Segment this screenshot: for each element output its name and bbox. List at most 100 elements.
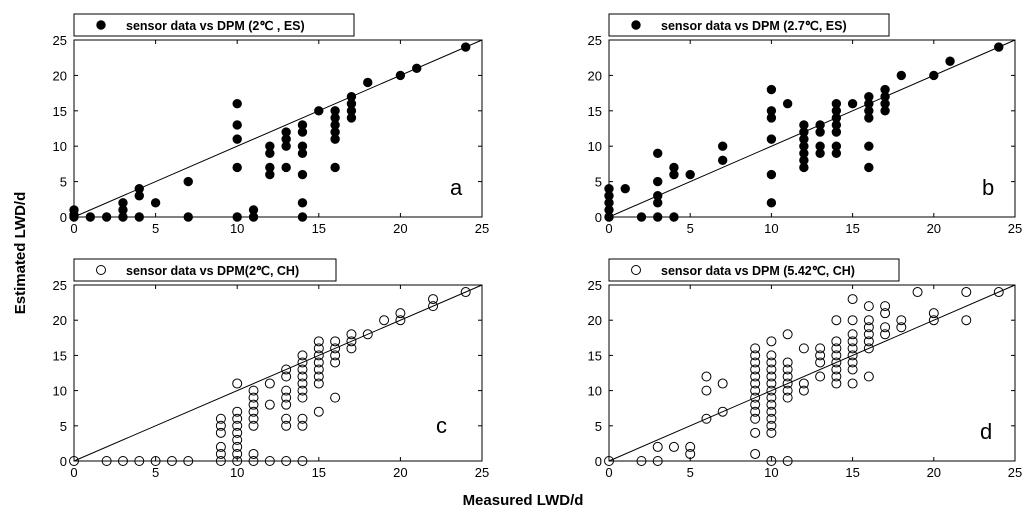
data-point [847, 329, 858, 340]
x-tick-label: 15 [845, 221, 859, 236]
data-point [183, 456, 194, 466]
panel-a: 0 5 10 15 20 25 0 5 10 15 20 25 a sensor data vs DPM … [53, 13, 489, 236]
data-point [896, 315, 907, 326]
data-point [815, 350, 826, 361]
data-point [928, 308, 939, 319]
data-point [248, 456, 259, 466]
data-point [653, 191, 663, 201]
data-point [362, 329, 373, 340]
data-point [232, 212, 242, 222]
x-tick-label: 20 [393, 221, 407, 236]
data-point [248, 413, 259, 424]
data-point [750, 406, 761, 417]
data-point [232, 134, 242, 144]
y-tick-label: 5 [60, 419, 67, 434]
y-tick-label: 10 [53, 384, 67, 399]
y-tick-label: 25 [53, 278, 67, 293]
data-point [750, 378, 761, 389]
data-point [750, 357, 761, 368]
data-point [232, 420, 243, 431]
data-point [815, 357, 826, 368]
data-point [313, 350, 324, 361]
data-point [766, 385, 777, 396]
legend-marker [96, 265, 106, 275]
data-point [766, 357, 777, 368]
data-point [297, 198, 308, 208]
data-point [330, 343, 341, 354]
legend-box [608, 258, 900, 282]
data-point [281, 456, 292, 466]
x-tick-label: 5 [152, 221, 159, 236]
data-point [847, 99, 858, 109]
data-point [798, 343, 809, 354]
data-point [668, 441, 679, 452]
one-to-one-line [73, 284, 483, 462]
data-point [232, 427, 243, 438]
data-point [815, 120, 825, 130]
panel-letter: d [980, 419, 992, 444]
data-point [782, 378, 793, 389]
data-point [215, 441, 226, 452]
y-tick-label: 20 [53, 68, 67, 83]
data-point [750, 350, 761, 361]
data-point [412, 63, 422, 74]
data-point [363, 77, 373, 88]
legend-marker [96, 20, 106, 30]
data-point [766, 364, 777, 375]
y-tick-label: 0 [60, 210, 67, 225]
data-point [766, 456, 777, 466]
x-tick-label: 10 [764, 221, 778, 236]
data-point [766, 106, 777, 116]
data-point [863, 315, 874, 326]
y-tick-label: 10 [53, 139, 67, 154]
data-point [880, 84, 890, 95]
y-tick-label: 5 [595, 419, 602, 434]
data-point [232, 413, 243, 424]
data-point [313, 406, 324, 417]
data-point [297, 456, 308, 466]
one-to-one-line [608, 284, 1016, 462]
data-point [215, 427, 226, 438]
plot-frame [73, 39, 483, 218]
data-point [346, 336, 357, 347]
data-point [313, 357, 324, 368]
data-point [782, 392, 793, 403]
x-tick-label: 0 [70, 221, 77, 236]
data-point [652, 456, 663, 466]
data-point [297, 420, 308, 431]
legend-box [73, 13, 355, 37]
data-point [798, 385, 809, 396]
data-point [281, 385, 292, 396]
y-tick-label: 0 [60, 454, 67, 469]
legend: sensor data vs DPM(2℃, CH) [73, 258, 337, 282]
panel-letter: c [436, 413, 447, 438]
data-point [847, 315, 858, 326]
data-point [428, 294, 439, 305]
data-point [346, 329, 357, 340]
data-point [281, 420, 292, 431]
data-point [863, 301, 874, 312]
y-tick-label: 20 [588, 68, 602, 83]
data-point [782, 456, 793, 466]
data-point [766, 399, 777, 410]
data-point [831, 378, 842, 389]
legend-label: sensor data vs DPM (2℃ , ES) [126, 19, 305, 33]
data-point [232, 378, 243, 389]
data-point [264, 399, 275, 410]
data-point [313, 343, 324, 354]
data-point [750, 399, 761, 410]
data-point [166, 456, 177, 466]
data-point [117, 456, 128, 466]
data-point [653, 212, 663, 222]
data-point [297, 141, 308, 151]
data-point [701, 385, 712, 396]
data-point [265, 141, 275, 151]
data-point [798, 378, 809, 389]
data-point [281, 399, 292, 410]
data-point [685, 448, 696, 459]
x-tick-label: 15 [845, 465, 859, 480]
data-point [297, 385, 308, 396]
data-point [782, 385, 793, 396]
data-point [232, 456, 243, 466]
data-point [215, 448, 226, 459]
